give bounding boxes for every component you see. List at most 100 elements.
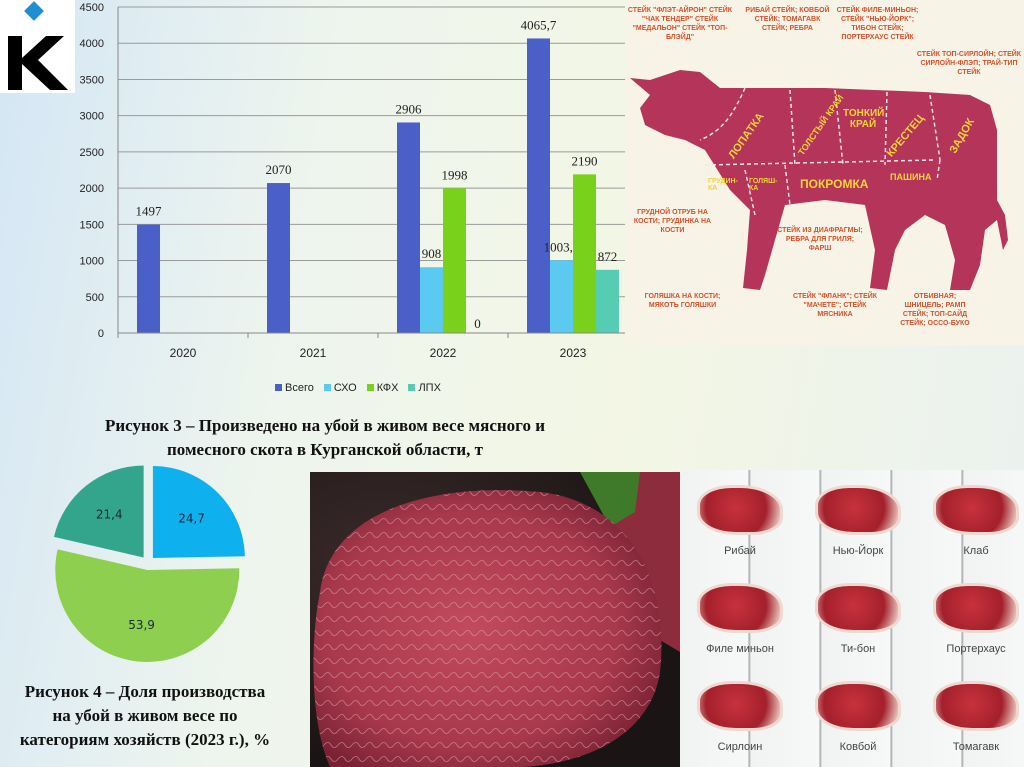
cut-note: СТЕЙК ИЗ ДИАФРАГМЫ; РЕБРА ДЛЯ ГРИЛЯ; ФАР…	[777, 227, 863, 252]
legend-label: Всего	[285, 382, 314, 394]
steak-label: Томагавк	[952, 741, 1000, 753]
steak-label: Филе миньон	[706, 643, 774, 655]
legend-swatch	[323, 384, 331, 391]
cut-note: СТЕЙК ФИЛЕ-МИНЬОН; СТЕЙК "НЬЮ-ЙОРК"; ТИБ…	[836, 7, 919, 41]
bar-СХО-2022	[420, 267, 443, 333]
legend-swatch	[275, 384, 282, 391]
marbled-beef-photo	[310, 472, 680, 767]
cow-silhouette	[630, 70, 1008, 290]
y-tick-label: 3500	[80, 74, 104, 86]
x-tick-label: 2020	[170, 346, 197, 360]
steak-image	[815, 583, 901, 633]
steak-photo-graphic	[313, 472, 680, 767]
data-label: 872	[598, 249, 618, 264]
data-label: 0	[474, 316, 481, 331]
y-tick-label: 500	[86, 292, 104, 304]
steak-image	[933, 681, 1019, 731]
data-label: 1497	[136, 204, 163, 219]
caption-line: Рисунок 3 – Произведено на убой в живом …	[104, 416, 546, 435]
legend-item: Всего	[275, 382, 314, 394]
steak-item: Ти-бон	[803, 583, 913, 655]
bar-chart: 0 500 1000 1500 2000 2500 3000 3500 4000 4500 2020…	[80, 2, 638, 360]
beef-cuts-diagram-image: ЛОПАТКА ТОЛСТЫЙ КРАЙ ТОНКИЙ КРАЙ КРЕСТЕЦ…	[625, 0, 1024, 345]
steak-image	[697, 681, 783, 731]
steak-label: Клаб	[963, 545, 989, 557]
x-tick-label: 2021	[300, 346, 327, 360]
bar-legend: Всего СХО КФХ ЛПХ	[275, 382, 441, 394]
steak-item: Рибай	[685, 485, 795, 557]
caption-line: помесного скота в Курганской области, т	[166, 440, 483, 459]
pie-slice	[55, 549, 240, 662]
cut-label: ГРУДИН-КА	[708, 178, 738, 192]
bar-Всего-2023	[527, 38, 550, 334]
steak-item: Томагавк	[921, 681, 1024, 753]
pie-label: 21,4	[96, 507, 123, 521]
y-tick-label: 1000	[80, 256, 104, 268]
bar-КФХ-2023	[573, 174, 596, 333]
logo	[0, 0, 75, 93]
legend-item: СХО	[323, 382, 357, 394]
bar-ЛПХ-2023	[596, 269, 619, 333]
bar-Всего-2022	[397, 122, 420, 334]
y-tick-label: 2500	[80, 147, 104, 159]
bar-СХО-2023	[550, 260, 573, 333]
y-tick-label: 0	[98, 328, 104, 340]
data-label: 2190	[572, 153, 598, 168]
y-tick-label: 1500	[80, 219, 104, 231]
bar-КФХ-2022	[443, 188, 466, 333]
cut-label: ПАШИНА	[890, 172, 932, 182]
cut-note: ОТБИВНАЯ; ШНИЦЕЛЬ; РАМП СТЕЙК; ТОП-САЙД …	[900, 293, 970, 327]
data-label: 1003,7	[544, 239, 580, 254]
bar-Всего-2020	[137, 224, 160, 333]
pie-slice	[152, 466, 245, 559]
figure-4-caption: Рисунок 4 – Доля производства на убой в …	[0, 680, 300, 752]
cut-label: ТОНКИЙ КРАЙ	[843, 108, 885, 130]
steak-image	[933, 583, 1019, 633]
cut-note: РИБАЙ СТЕЙК; КОВБОЙ СТЕЙК; ТОМАГАВК СТЕЙ…	[745, 7, 830, 32]
steak-item: Филе миньон	[685, 583, 795, 655]
cut-label: ГОЛЯШ-КА	[749, 178, 778, 192]
steak-item: Сирлоин	[685, 681, 795, 753]
bar-Всего-2021	[267, 183, 290, 333]
pie-label: 24,7	[178, 512, 205, 526]
logo-mark	[8, 1, 68, 90]
cut-note: ГОЛЯШКА НА КОСТИ; МЯКОТЬ ГОЛЯШКИ	[644, 293, 721, 309]
cut-note: ГРУДНОЙ ОТРУБ НА КОСТИ; ГРУДИНКА НА КОСТ…	[633, 209, 712, 234]
steak-label: Нью-Йорк	[832, 545, 884, 557]
x-tick-label: 2022	[430, 346, 457, 360]
steak-item: Портерхаус	[921, 583, 1024, 655]
data-label: 908	[422, 246, 442, 261]
steak-image	[815, 485, 901, 535]
y-tick-label: 4000	[80, 38, 104, 50]
steak-label: Ковбой	[839, 741, 877, 753]
steak-label: Сирлоин	[717, 741, 763, 753]
pie-slice	[53, 465, 144, 558]
pie-label: 53,9	[128, 618, 155, 632]
cut-note: СТЕЙК ТОП-СИРЛОЙН; СТЕЙК СИРЛОЙН-ФЛЭП; Т…	[916, 51, 1022, 76]
data-label: 4065,7	[521, 17, 557, 32]
figure-3-caption: Рисунок 3 – Произведено на убой в живом …	[40, 414, 610, 462]
legend-item: КФХ	[366, 382, 399, 394]
legend-swatch	[408, 384, 416, 391]
cut-note: СТЕЙК "ФЛЭТ-АЙРОН" СТЕЙК "ЧАК ТЕНДЕР" СТ…	[627, 7, 733, 41]
steak-image	[697, 583, 783, 633]
steak-item: Ковбой	[803, 681, 913, 753]
legend-swatch	[366, 384, 374, 391]
y-tick-label: 2000	[80, 183, 104, 195]
data-label: 2906	[396, 101, 423, 116]
x-tick-label: 2023	[560, 346, 587, 360]
data-label: 1998	[442, 167, 468, 182]
steak-label: Ти-бон	[840, 643, 876, 655]
y-tick-label: 3000	[80, 111, 104, 123]
y-tick-label: 4500	[80, 2, 104, 14]
steak-types-photo: Рибай Нью-Йорк Клаб Филе миньон Ти-бон Портер…	[680, 470, 1024, 767]
caption-line: на убой в живом весе по	[52, 706, 238, 725]
steak-label: Портерхаус	[946, 643, 1006, 655]
pie-chart: 24,7 53,9 21,4	[53, 465, 245, 662]
steak-item: Клаб	[921, 485, 1024, 557]
legend-label: СХО	[333, 382, 357, 394]
legend-label: КФХ	[376, 382, 399, 394]
data-label: 2070	[266, 162, 292, 177]
caption-line: Рисунок 4 – Доля производства	[24, 682, 266, 701]
steak-image	[697, 485, 783, 535]
